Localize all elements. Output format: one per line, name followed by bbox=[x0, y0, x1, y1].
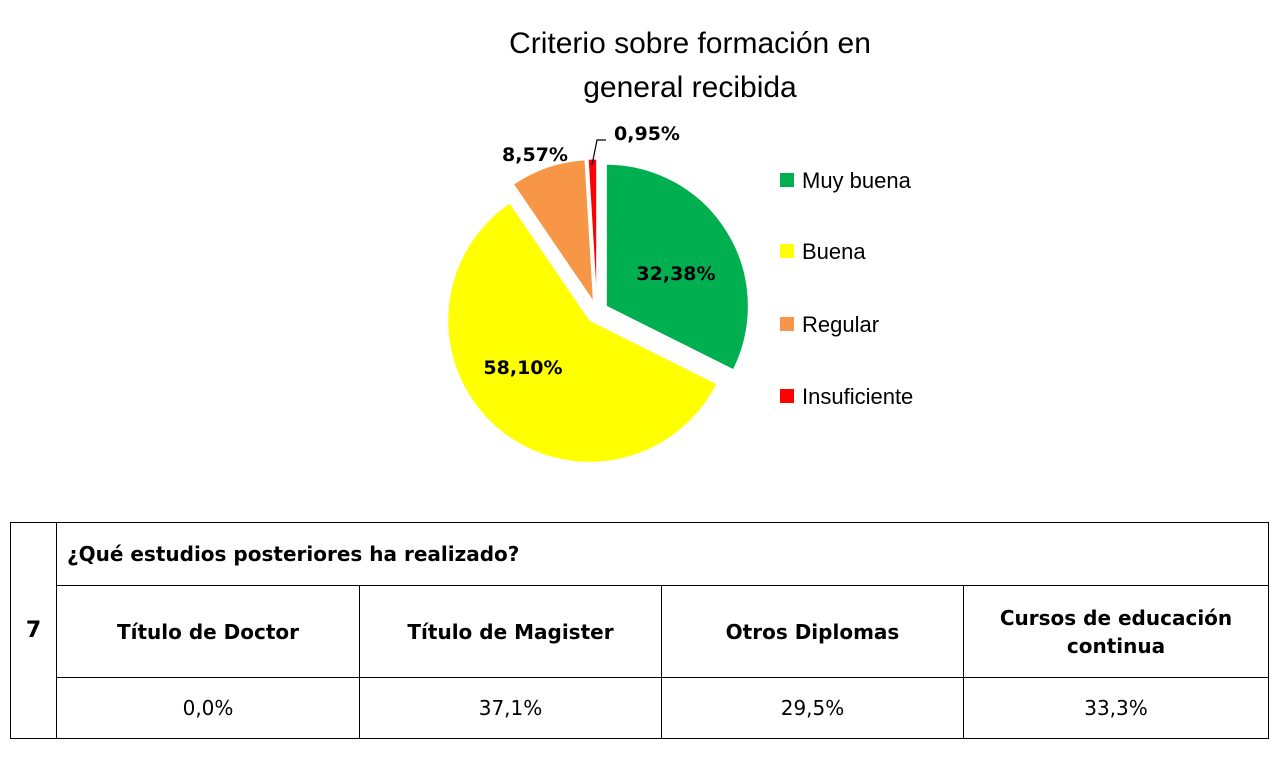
legend-label-insuficiente: Insuficiente bbox=[802, 384, 914, 409]
studies-table: 7 ¿Qué estudios posteriores ha realizado… bbox=[10, 522, 1270, 739]
data-label-muy-buena: 32,38% bbox=[636, 263, 715, 285]
leader-line-insuficiente bbox=[591, 139, 606, 166]
table-question-row: 7 ¿Qué estudios posteriores ha realizado… bbox=[10, 522, 1270, 739]
legend-swatch-buena bbox=[780, 244, 794, 259]
chart-title: Criterio sobre formación en general reci… bbox=[380, 22, 1000, 110]
data-label-buena: 58,10% bbox=[483, 357, 562, 379]
pie-slice-insuficiente bbox=[587, 158, 598, 302]
legend-item-regular: Regular bbox=[780, 310, 879, 340]
pie-slice-muy-buena bbox=[605, 163, 749, 371]
legend-item-buena: Buena bbox=[780, 237, 866, 267]
question-text: ¿Qué estudios posteriores ha realizado? bbox=[55, 522, 1270, 586]
pie-slice-regular bbox=[512, 159, 595, 304]
value-doctor: 0,0% bbox=[56, 677, 360, 739]
legend-swatch-muy-buena bbox=[780, 173, 794, 188]
header-otros-diplomas: Otros Diplomas bbox=[661, 585, 964, 678]
value-magister: 37,1% bbox=[359, 677, 662, 739]
legend-swatch-regular bbox=[780, 317, 794, 332]
pie-slice-buena bbox=[447, 202, 718, 463]
value-otros-diplomas: 29,5% bbox=[661, 677, 964, 739]
legend-item-insuficiente: Insuficiente bbox=[780, 382, 913, 412]
legend-label-muy-buena: Muy buena bbox=[802, 168, 911, 193]
chart-title-line-2: general recibida bbox=[583, 71, 797, 104]
pie-chart: 32,38% 58,10% 8,57% 0,95% bbox=[447, 123, 749, 463]
header-cursos: Cursos de educación continua bbox=[962, 585, 1270, 678]
header-magister: Título de Magister bbox=[359, 585, 662, 678]
table-row: 0,0% 37,1% 29,5% 33,3% bbox=[11, 677, 1270, 739]
legend-item-muy-buena: Muy buena bbox=[780, 166, 911, 196]
question-number: 7 bbox=[10, 522, 57, 739]
legend-label-regular: Regular bbox=[802, 312, 880, 337]
data-label-regular: 8,57% bbox=[502, 144, 568, 166]
data-label-insuficiente: 0,95% bbox=[614, 123, 680, 145]
table-header-row: Título de Doctor Título de Magister Otro… bbox=[11, 585, 1270, 678]
legend-swatch-insuficiente bbox=[780, 389, 794, 404]
value-cursos: 33,3% bbox=[962, 677, 1270, 739]
legend-label-buena: Buena bbox=[802, 239, 866, 264]
chart-title-line-1: Criterio sobre formación en bbox=[509, 27, 871, 60]
header-doctor: Título de Doctor bbox=[56, 585, 360, 678]
